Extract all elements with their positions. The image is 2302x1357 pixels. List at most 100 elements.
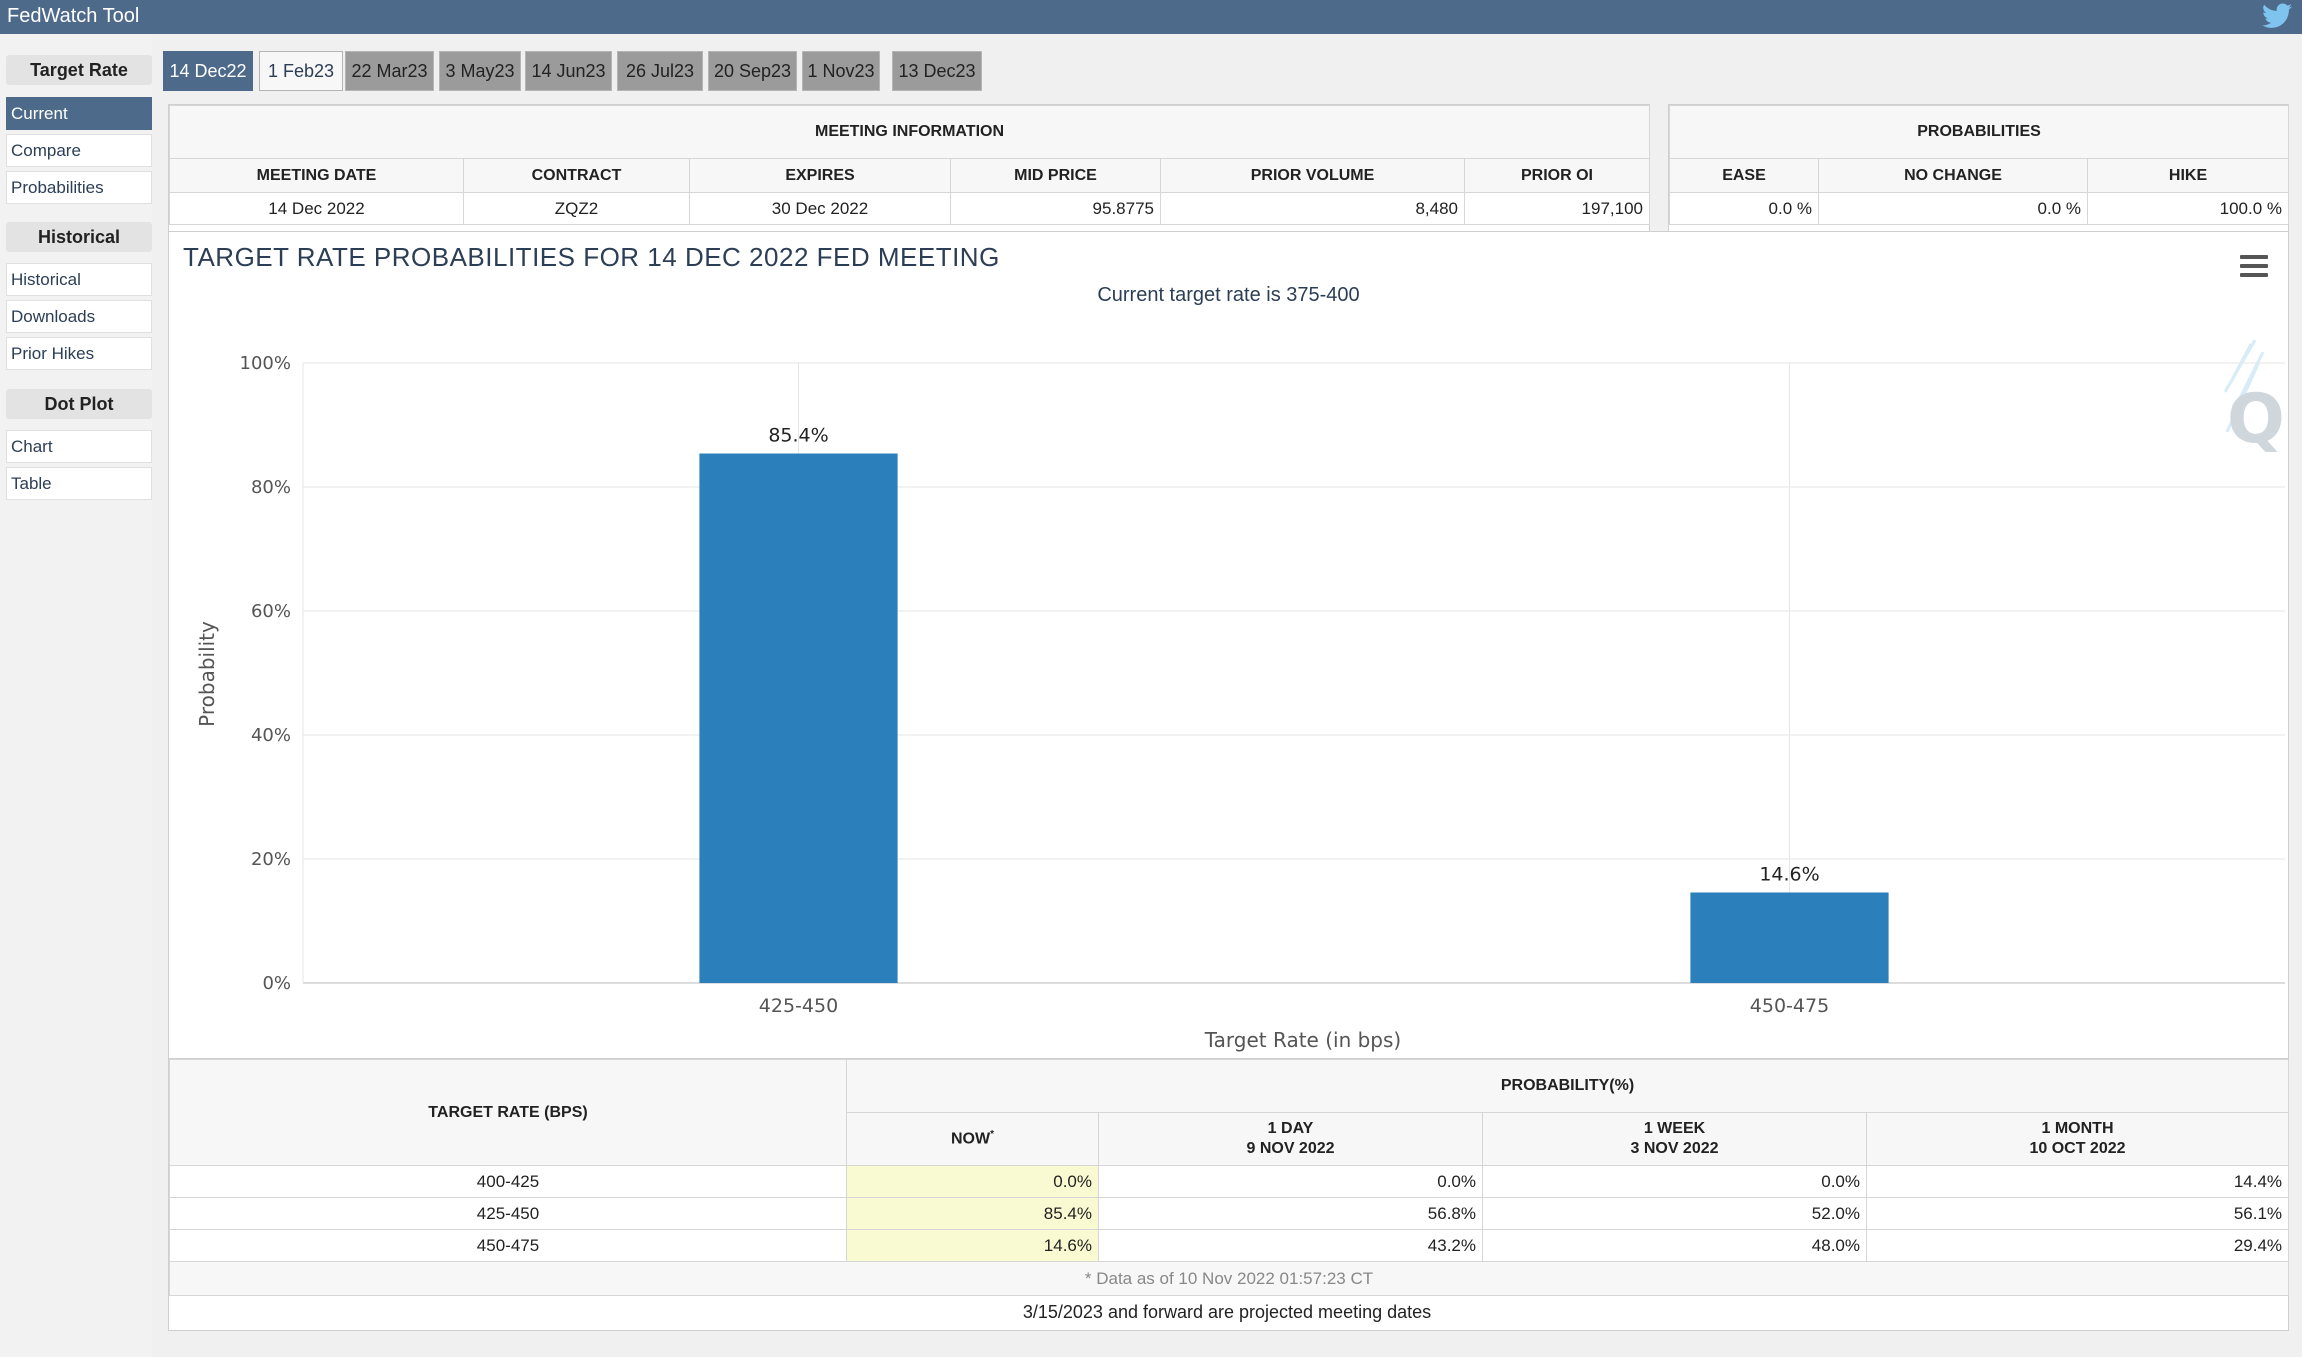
prob-history-table: TARGET RATE (BPS) PROBABILITY(%) NOW* 1 … (168, 1059, 2290, 1296)
prior-oi-header: PRIOR OI (1464, 158, 1650, 193)
nav-item-downloads[interactable]: Downloads (6, 300, 152, 333)
one-day-label: 1 DAY (1267, 1120, 1314, 1137)
one-month-date: 10 OCT 2022 (2029, 1140, 2126, 1157)
prior-volume-header: PRIOR VOLUME (1160, 158, 1465, 193)
bar-data-label: 14.6% (1759, 863, 1819, 885)
no-change-header: NO CHANGE (1818, 158, 2088, 193)
tab-3-may23[interactable]: 3 May23 (439, 51, 521, 91)
bar-chart: Q 0% 20% 40% 60% 80% 100% 85.4% 425-450 14.6% 450… (195, 339, 2285, 1052)
one-month-header: 1 MONTH 10 OCT 2022 (1865, 1112, 2290, 1166)
bar-450-475 (1690, 892, 1889, 983)
projected-dates-note: 3/15/2023 and forward are projected meet… (1022, 1302, 1432, 1322)
nav-group-target-rate: Target Rate (6, 55, 152, 85)
one-week-cell: 52.0% (1482, 1197, 1867, 1230)
target-rate-header: TARGET RATE (BPS) (169, 1059, 847, 1166)
nav-item-compare[interactable]: Compare (6, 134, 152, 167)
y-tick-label: 60% (251, 601, 291, 622)
now-header: NOW* (846, 1112, 1099, 1166)
y-axis-label: Probability (195, 621, 219, 727)
one-day-header: 1 DAY 9 NOV 2022 (1098, 1112, 1483, 1166)
one-week-label: 1 WEEK (1643, 1120, 1706, 1137)
probabilities-title: PROBABILITIES (1668, 105, 2290, 159)
nav-item-table[interactable]: Table (6, 467, 152, 500)
rate-cell: 425-450 (169, 1197, 847, 1230)
one-day-cell: 0.0% (1098, 1165, 1483, 1198)
ease-header: EASE (1669, 158, 1819, 193)
one-month-cell: 56.1% (1865, 1197, 2290, 1230)
tab-22-mar23[interactable]: 22 Mar23 (345, 51, 434, 91)
nav-group-dot-plot: Dot Plot (6, 389, 152, 419)
one-day-cell: 43.2% (1098, 1229, 1483, 1262)
x-axis-label: Target Rate (in bps) (1204, 1028, 1401, 1052)
chart-grid (302, 362, 2285, 984)
table-row: 425-450 85.4% 56.8% 52.0% 56.1% (169, 1197, 2290, 1230)
now-cell: 0.0% (846, 1165, 1099, 1198)
tab-13-dec23[interactable]: 13 Dec23 (892, 51, 982, 91)
chart-subtitle: Current target rate is 375-400 (1097, 284, 1360, 306)
mid-price-header: MID PRICE (950, 158, 1161, 193)
x-tick-label: 450-475 (1750, 995, 1829, 1017)
tab-14-dec22[interactable]: 14 Dec22 (163, 51, 253, 91)
meeting-date-header: MEETING DATE (169, 158, 464, 193)
main-content: 14 Dec22 1 Feb23 22 Mar23 3 May23 14 Jun… (152, 34, 2302, 1357)
ease-value: 0.0 % (1669, 192, 1819, 225)
contract-value: ZQZ2 (463, 192, 690, 225)
twitter-icon[interactable] (2262, 3, 2292, 29)
nav-item-prior-hikes[interactable]: Prior Hikes (6, 337, 152, 370)
y-tick-label: 40% (251, 725, 291, 746)
contract-header: CONTRACT (463, 158, 690, 193)
table-row: 400-425 0.0% 0.0% 0.0% 14.4% (169, 1165, 2290, 1198)
tab-1-nov23[interactable]: 1 Nov23 (802, 51, 880, 91)
chart-labels: 0% 20% 40% 60% 80% 100% 85.4% 425-450 14.6% 450-4… (240, 353, 1830, 1017)
app-title: FedWatch Tool (7, 5, 140, 27)
table-row: 450-475 14.6% 43.2% 48.0% 29.4% (169, 1229, 2290, 1262)
one-day-date: 9 NOV 2022 (1246, 1140, 1335, 1157)
mid-price-value: 95.8775 (950, 192, 1161, 225)
chart-title: TARGET RATE PROBABILITIES FOR 14 DEC 202… (183, 242, 1000, 272)
meeting-info-panel: MEETING INFORMATION MEETING DATE CONTRAC… (168, 104, 1650, 260)
tab-1-feb23[interactable]: 1 Feb23 (259, 51, 343, 91)
prob-history-panel: TARGET RATE (BPS) PROBABILITY(%) NOW* 1 … (168, 1058, 2290, 1331)
now-header-label: NOW (950, 1130, 991, 1148)
rate-cell: 400-425 (169, 1165, 847, 1198)
chart-container: TARGET RATE PROBABILITIES FOR 14 DEC 202… (168, 231, 2289, 1081)
tab-14-jun23[interactable]: 14 Jun23 (525, 51, 612, 91)
meeting-info-title: MEETING INFORMATION (169, 105, 1650, 159)
chart-menu-icon[interactable] (2240, 255, 2268, 277)
x-tick-label: 425-450 (759, 995, 838, 1017)
expires-header: EXPIRES (689, 158, 951, 193)
nav-item-chart[interactable]: Chart (6, 430, 152, 463)
one-week-cell: 48.0% (1482, 1229, 1867, 1262)
expires-value: 30 Dec 2022 (689, 192, 951, 225)
hike-header: HIKE (2086, 158, 2290, 193)
data-timestamp-footnote: * Data as of 10 Nov 2022 01:57:23 CT (168, 1261, 2290, 1296)
no-change-value: 0.0 % (1818, 192, 2088, 225)
bar-data-label: 85.4% (768, 425, 828, 447)
hike-value: 100.0 % (2086, 192, 2290, 225)
one-week-header: 1 WEEK 3 NOV 2022 (1482, 1112, 1867, 1166)
nav-group-historical: Historical (6, 222, 152, 252)
y-tick-label: 80% (251, 477, 291, 498)
bar-425-450 (699, 453, 898, 983)
top-bar: FedWatch Tool (0, 0, 2302, 34)
nav-item-current[interactable]: Current (6, 97, 152, 130)
prior-oi-value: 197,100 (1464, 192, 1650, 225)
now-cell: 85.4% (846, 1197, 1099, 1230)
chart-logo: Q (2227, 380, 2285, 459)
probabilities-panel: PROBABILITIES EASE NO CHANGE HIKE 0.0 % … (1668, 104, 2290, 260)
one-month-label: 1 MONTH (2041, 1120, 2114, 1137)
y-tick-label: 20% (251, 849, 291, 870)
y-tick-label: 100% (240, 353, 291, 374)
nav-item-probabilities[interactable]: Probabilities (6, 171, 152, 204)
prior-volume-value: 8,480 (1160, 192, 1465, 225)
nav-item-historical[interactable]: Historical (6, 263, 152, 296)
tab-26-jul23[interactable]: 26 Jul23 (617, 51, 703, 91)
chart-watermark: Q (2223, 339, 2285, 459)
now-cell: 14.6% (846, 1229, 1099, 1262)
meeting-info-table: MEETING INFORMATION MEETING DATE CONTRAC… (169, 105, 1650, 225)
one-month-cell: 14.4% (1865, 1165, 2290, 1198)
tab-20-sep23[interactable]: 20 Sep23 (708, 51, 797, 91)
rate-cell: 450-475 (169, 1229, 847, 1262)
sidebar: Target Rate Current Compare Probabilitie… (0, 34, 152, 1357)
now-marker: * (990, 1129, 994, 1141)
